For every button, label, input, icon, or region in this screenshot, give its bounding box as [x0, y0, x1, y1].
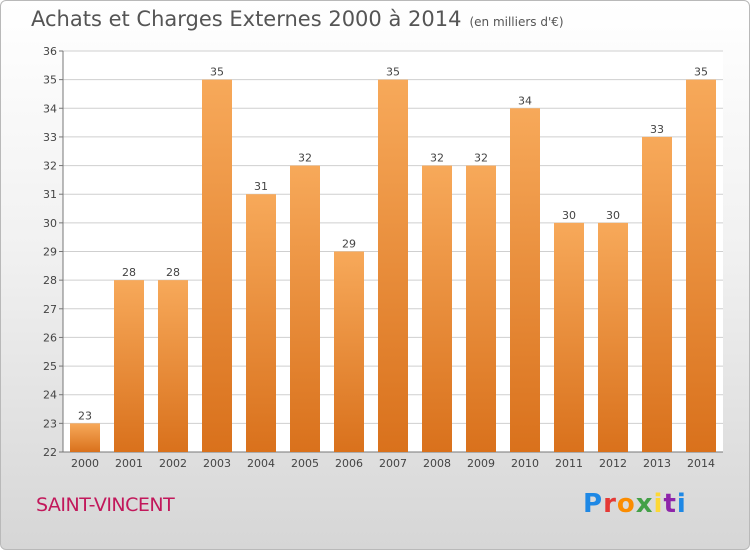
- x-tick-label: 2004: [247, 457, 275, 470]
- bar-value-label: 31: [254, 180, 268, 193]
- bar: [70, 423, 100, 452]
- logo-letter: r: [603, 489, 617, 519]
- x-tick-label: 2008: [423, 457, 451, 470]
- y-tick-label: 22: [43, 446, 57, 459]
- bar-value-label: 23: [78, 409, 92, 422]
- y-tick-label: 25: [43, 360, 57, 373]
- bar: [202, 79, 232, 453]
- bar-value-label: 28: [122, 266, 136, 279]
- bar: [510, 108, 540, 453]
- x-tick-label: 2013: [643, 457, 671, 470]
- y-tick-label: 31: [43, 188, 57, 201]
- y-tick-label: 28: [43, 274, 57, 287]
- x-tick-label: 2014: [687, 457, 715, 470]
- y-tick-label: 34: [43, 102, 57, 115]
- bar-value-label: 30: [562, 209, 576, 222]
- x-tick-label: 2003: [203, 457, 231, 470]
- bar: [114, 280, 144, 452]
- x-tick-label: 2002: [159, 457, 187, 470]
- bar-value-label: 33: [650, 123, 664, 136]
- bar: [158, 280, 188, 452]
- chart-title-text: Achats et Charges Externes 2000 à 2014: [31, 7, 462, 31]
- logo-letter: i: [676, 489, 687, 519]
- x-tick-label: 2007: [379, 457, 407, 470]
- bar: [598, 222, 628, 452]
- bar-value-label: 32: [474, 152, 488, 165]
- logo-letter: x: [635, 489, 654, 519]
- bar-value-label: 35: [694, 66, 708, 79]
- y-tick-label: 23: [43, 417, 57, 430]
- x-tick-label: 2001: [115, 457, 143, 470]
- logo-letter: P: [583, 489, 604, 519]
- bar: [334, 251, 364, 452]
- chart-title: Achats et Charges Externes 2000 à 2014 (e…: [31, 7, 564, 31]
- y-tick-label: 24: [43, 389, 57, 402]
- chart-subtitle: (en milliers d'€): [469, 15, 564, 29]
- bar-value-label: 32: [430, 152, 444, 165]
- proxiti-logo: Proxiti: [583, 489, 687, 519]
- y-tick-label: 35: [43, 74, 57, 87]
- bar-value-label: 30: [606, 209, 620, 222]
- x-tick-label: 2005: [291, 457, 319, 470]
- x-tick-label: 2012: [599, 457, 627, 470]
- bar: [378, 79, 408, 453]
- bar: [554, 222, 584, 452]
- x-tick-label: 2006: [335, 457, 363, 470]
- x-tick-label: 2009: [467, 457, 495, 470]
- bar-value-label: 28: [166, 266, 180, 279]
- bar: [246, 194, 276, 452]
- y-tick-label: 30: [43, 217, 57, 230]
- bar: [466, 165, 496, 453]
- y-tick-label: 27: [43, 303, 57, 316]
- bar-value-label: 34: [518, 94, 532, 107]
- y-tick-label: 36: [43, 45, 57, 58]
- bar: [422, 165, 452, 453]
- commune-name: SAINT-VINCENT: [36, 494, 175, 516]
- y-tick-label: 33: [43, 131, 57, 144]
- x-tick-label: 2010: [511, 457, 539, 470]
- bar-value-label: 29: [342, 238, 356, 251]
- bar-value-label: 32: [298, 152, 312, 165]
- bar: [686, 79, 716, 453]
- logo-letter: i: [653, 489, 664, 519]
- logo-letter: t: [663, 489, 677, 519]
- x-tick-label: 2011: [555, 457, 583, 470]
- bar: [290, 165, 320, 453]
- y-tick-label: 26: [43, 331, 57, 344]
- x-tick-label: 2000: [71, 457, 99, 470]
- bar: [642, 136, 672, 452]
- bar-value-label: 35: [210, 66, 224, 79]
- y-tick-label: 29: [43, 246, 57, 259]
- logo-letter: o: [616, 489, 636, 519]
- y-tick-label: 32: [43, 160, 57, 173]
- bar-value-label: 35: [386, 66, 400, 79]
